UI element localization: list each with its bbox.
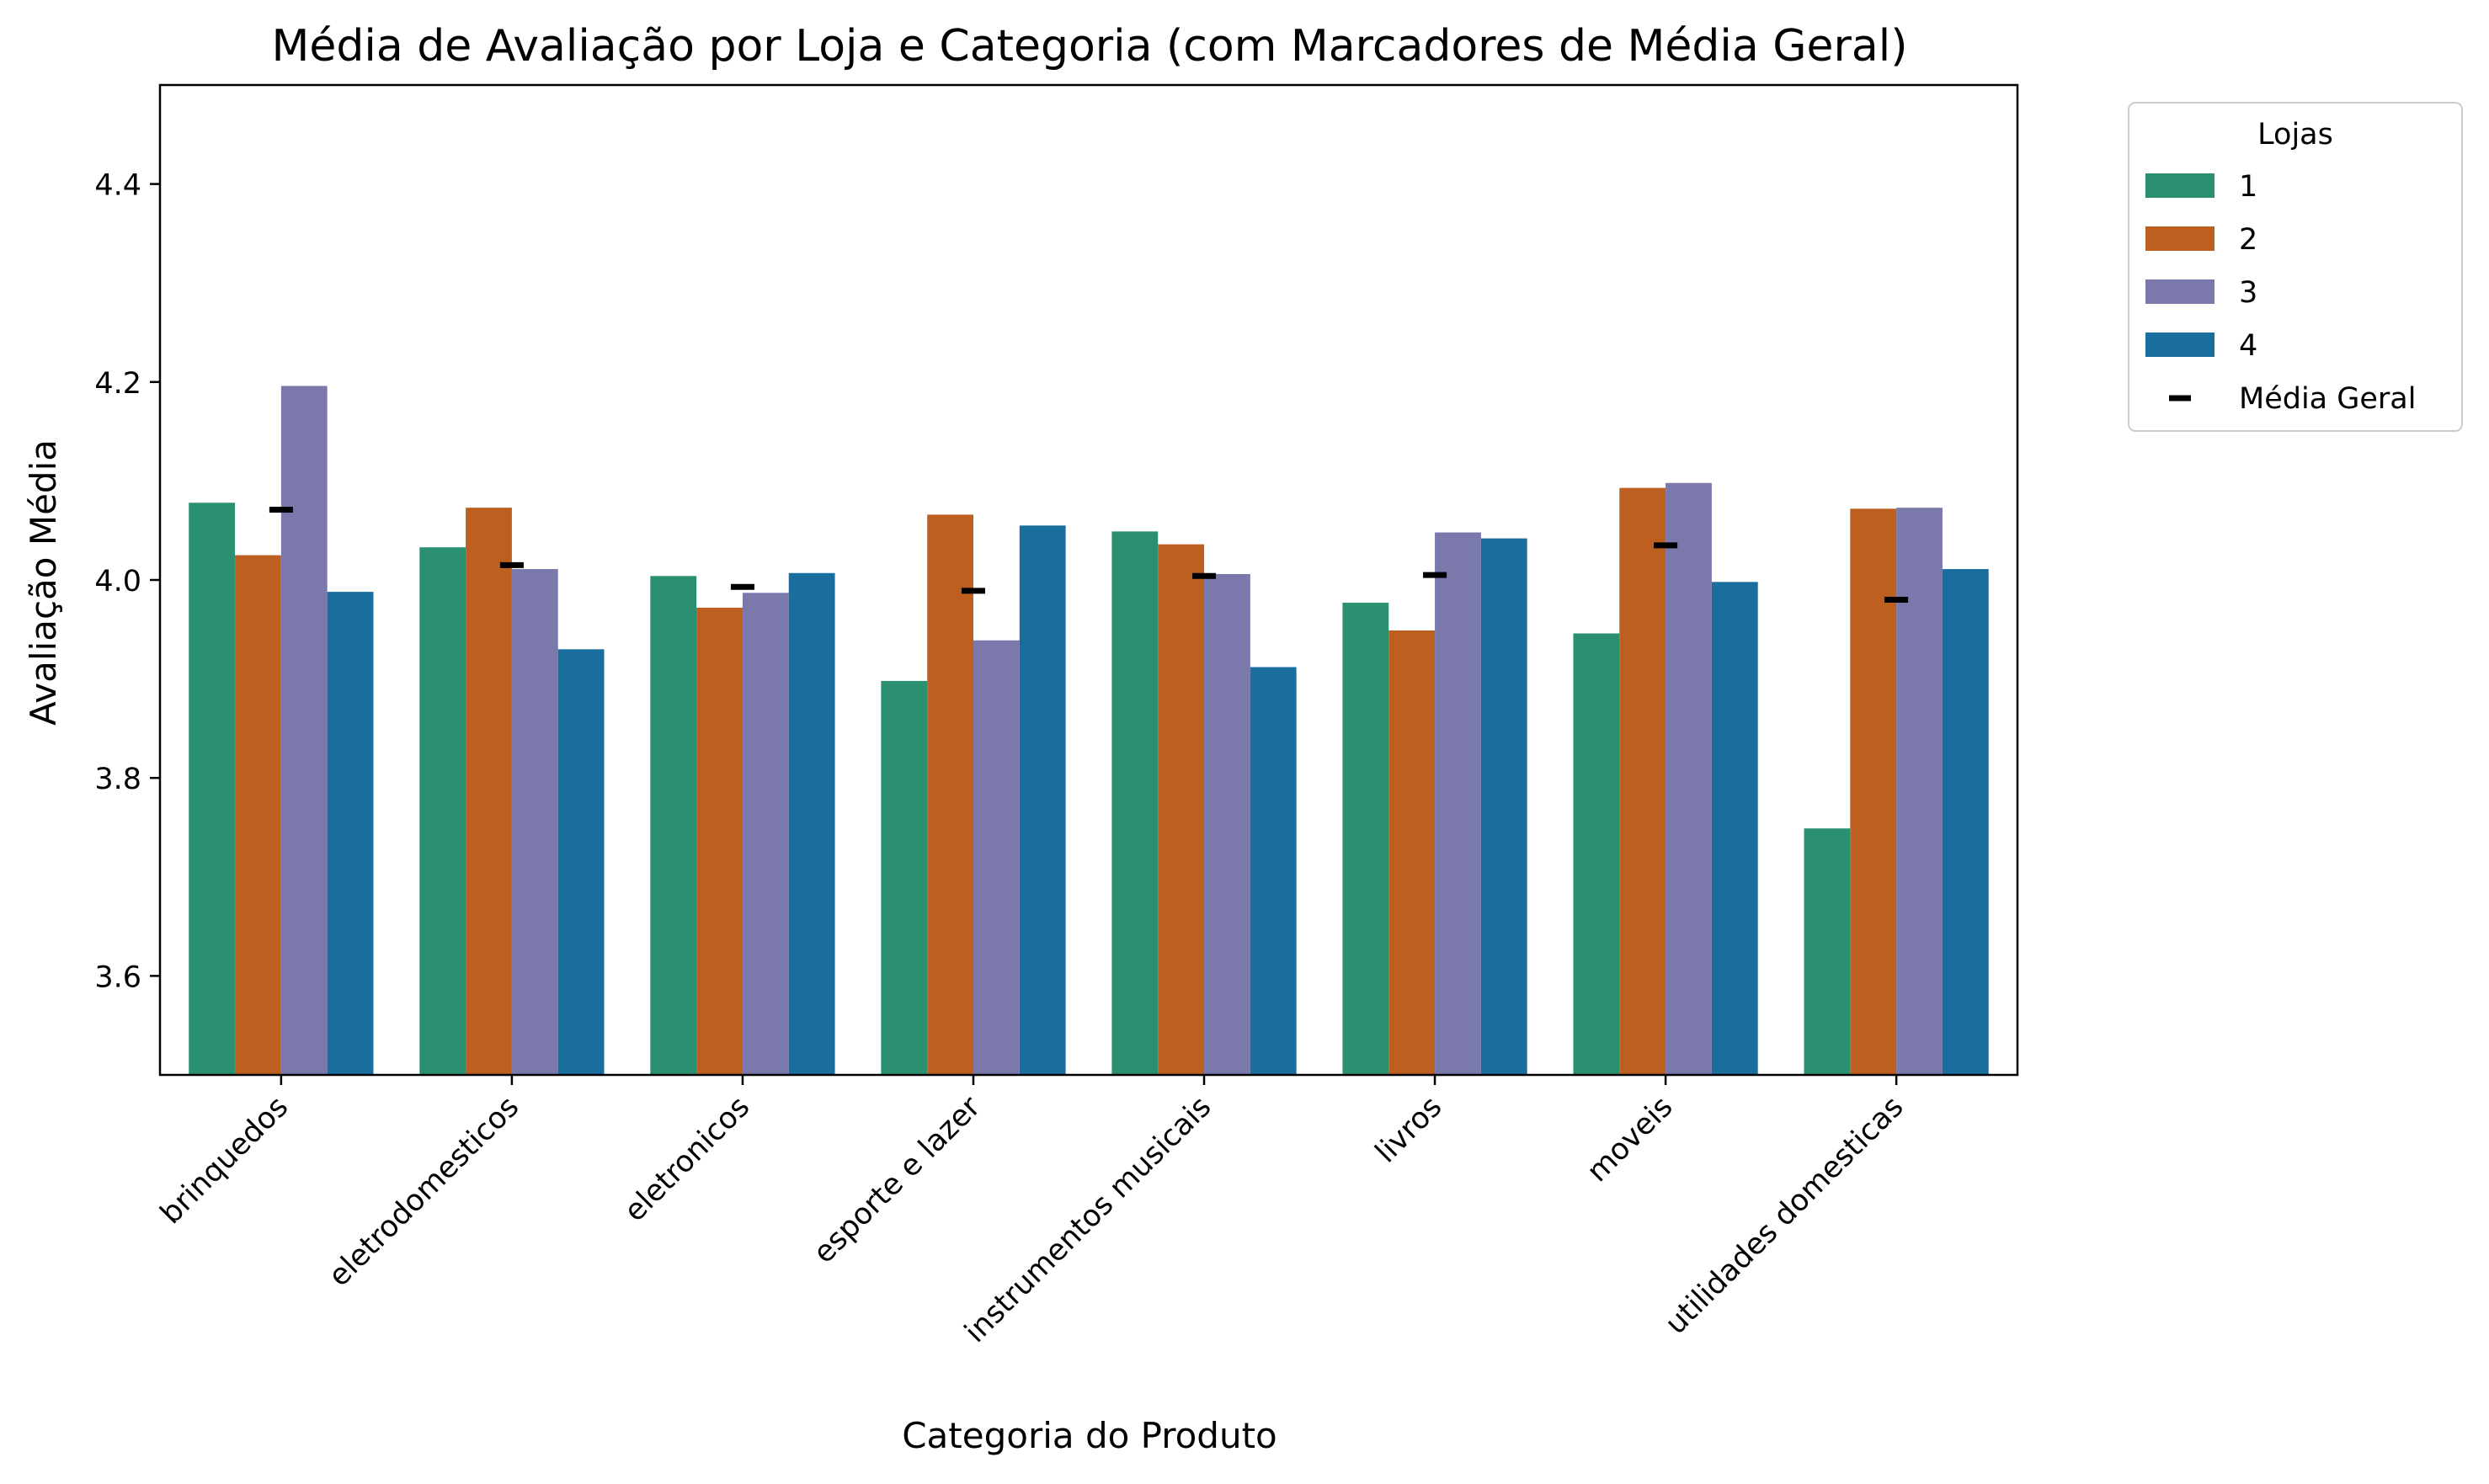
bar-loja-2 <box>1388 630 1436 1075</box>
bar-loja-3 <box>1896 508 1943 1075</box>
bar-loja-1 <box>1804 828 1851 1075</box>
x-tick-label: eletronicos <box>618 1090 756 1228</box>
plot-frame <box>158 83 2019 1077</box>
bar-loja-3 <box>1666 482 1712 1075</box>
bar-loja-4 <box>1711 582 1758 1075</box>
x-tick-label: esporte e lazer <box>807 1090 988 1270</box>
bar-loja-3 <box>742 593 789 1075</box>
bar-loja-2 <box>927 514 973 1075</box>
bar-loja-3 <box>973 640 1020 1075</box>
x-tick-label: moveis <box>1580 1090 1679 1189</box>
legend-label: 3 <box>2239 276 2257 310</box>
bar-loja-2 <box>235 555 281 1075</box>
mean-markers-layer <box>269 507 1909 604</box>
bar-loja-4 <box>1480 538 1527 1075</box>
x-tick-label: instrumentos musicais <box>958 1090 1218 1349</box>
x-tick-label: livros <box>1369 1090 1448 1169</box>
x-tick-label: brinquedos <box>154 1090 295 1231</box>
bar-loja-4 <box>1019 525 1066 1075</box>
bars-layer <box>189 386 1989 1075</box>
legend-label: 4 <box>2239 329 2257 363</box>
legend-swatch-2 <box>2145 226 2215 251</box>
y-axis-label: Avaliação Média <box>23 439 64 726</box>
bar-loja-4 <box>327 592 374 1075</box>
x-tick-label: eletrodomesticos <box>322 1090 525 1293</box>
y-tick-label: 4.2 <box>94 367 141 401</box>
bar-loja-4 <box>1942 569 1989 1075</box>
legend-title: Lojas <box>2257 118 2333 152</box>
x-tick-label: utilidades domesticas <box>1659 1090 1910 1341</box>
legend-swatch-4 <box>2145 332 2215 357</box>
bar-loja-3 <box>1204 573 1250 1075</box>
legend-label: 1 <box>2239 170 2257 204</box>
chart-title: Média de Avaliação por Loja e Categoria … <box>272 21 1908 72</box>
y-tick-label: 4.0 <box>94 565 141 598</box>
y-ticks-layer: 3.6 3.8 4.0 4.2 4.4 <box>94 169 160 994</box>
bar-loja-2 <box>696 607 743 1075</box>
bar-loja-3 <box>1435 532 1481 1075</box>
bar-loja-1 <box>419 547 466 1075</box>
y-tick-label: 4.4 <box>94 169 141 203</box>
y-tick-label: 3.8 <box>94 763 141 796</box>
bar-loja-2 <box>1619 487 1666 1075</box>
bar-loja-4 <box>788 572 835 1075</box>
legend-label: Média Geral <box>2239 382 2416 416</box>
legend-swatch-3 <box>2145 279 2215 304</box>
y-tick-label: 3.6 <box>94 960 141 994</box>
bar-loja-2 <box>466 508 512 1075</box>
legend-swatch-1 <box>2145 173 2215 198</box>
bar-loja-1 <box>1111 531 1159 1075</box>
x-ticks-layer: brinquedos eletrodomesticos eletronicos esp… <box>154 1075 1910 1349</box>
bar-loja-4 <box>557 649 605 1075</box>
bar-loja-3 <box>511 569 558 1075</box>
bar-loja-1 <box>1573 633 1620 1075</box>
bar-loja-2 <box>1158 544 1205 1075</box>
bar-loja-1 <box>189 503 236 1075</box>
bar-loja-1 <box>881 680 928 1075</box>
bar-loja-2 <box>1850 508 1897 1075</box>
bar-loja-4 <box>1250 667 1297 1075</box>
x-axis-label: Categoria do Produto <box>902 1415 1277 1456</box>
bar-loja-1 <box>1342 603 1389 1075</box>
bar-loja-1 <box>650 576 697 1075</box>
legend-label: 2 <box>2239 223 2257 257</box>
bar-loja-3 <box>280 386 328 1075</box>
